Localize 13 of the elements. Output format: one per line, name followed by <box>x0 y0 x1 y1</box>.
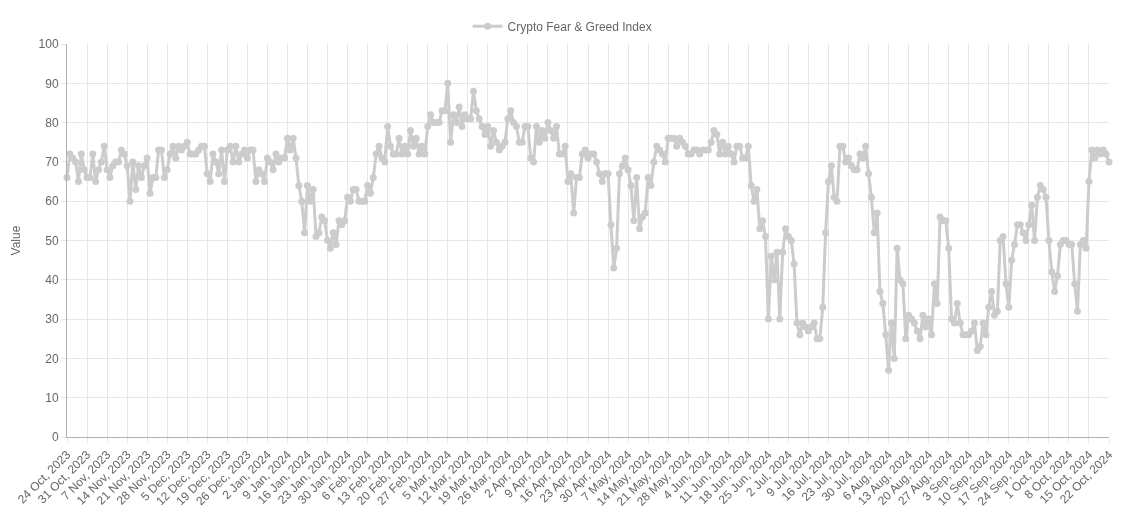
y-tick-label: 10 <box>45 390 59 405</box>
y-tick-label: 30 <box>45 312 59 327</box>
y-axis-title: Value <box>8 225 23 256</box>
y-tick-label: 50 <box>45 233 59 248</box>
y-tick-label: 70 <box>45 155 59 170</box>
y-tick-label: 90 <box>45 76 59 91</box>
y-tick-label: 100 <box>38 37 59 52</box>
y-tick-label: 40 <box>45 273 59 287</box>
y-tick-label: 80 <box>45 115 59 130</box>
y-tick-label: 60 <box>45 194 59 209</box>
legend-label: Crypto Fear & Greed Index <box>507 19 652 34</box>
y-tick-label: 20 <box>45 351 59 366</box>
y-tick-label: 0 <box>51 430 59 445</box>
